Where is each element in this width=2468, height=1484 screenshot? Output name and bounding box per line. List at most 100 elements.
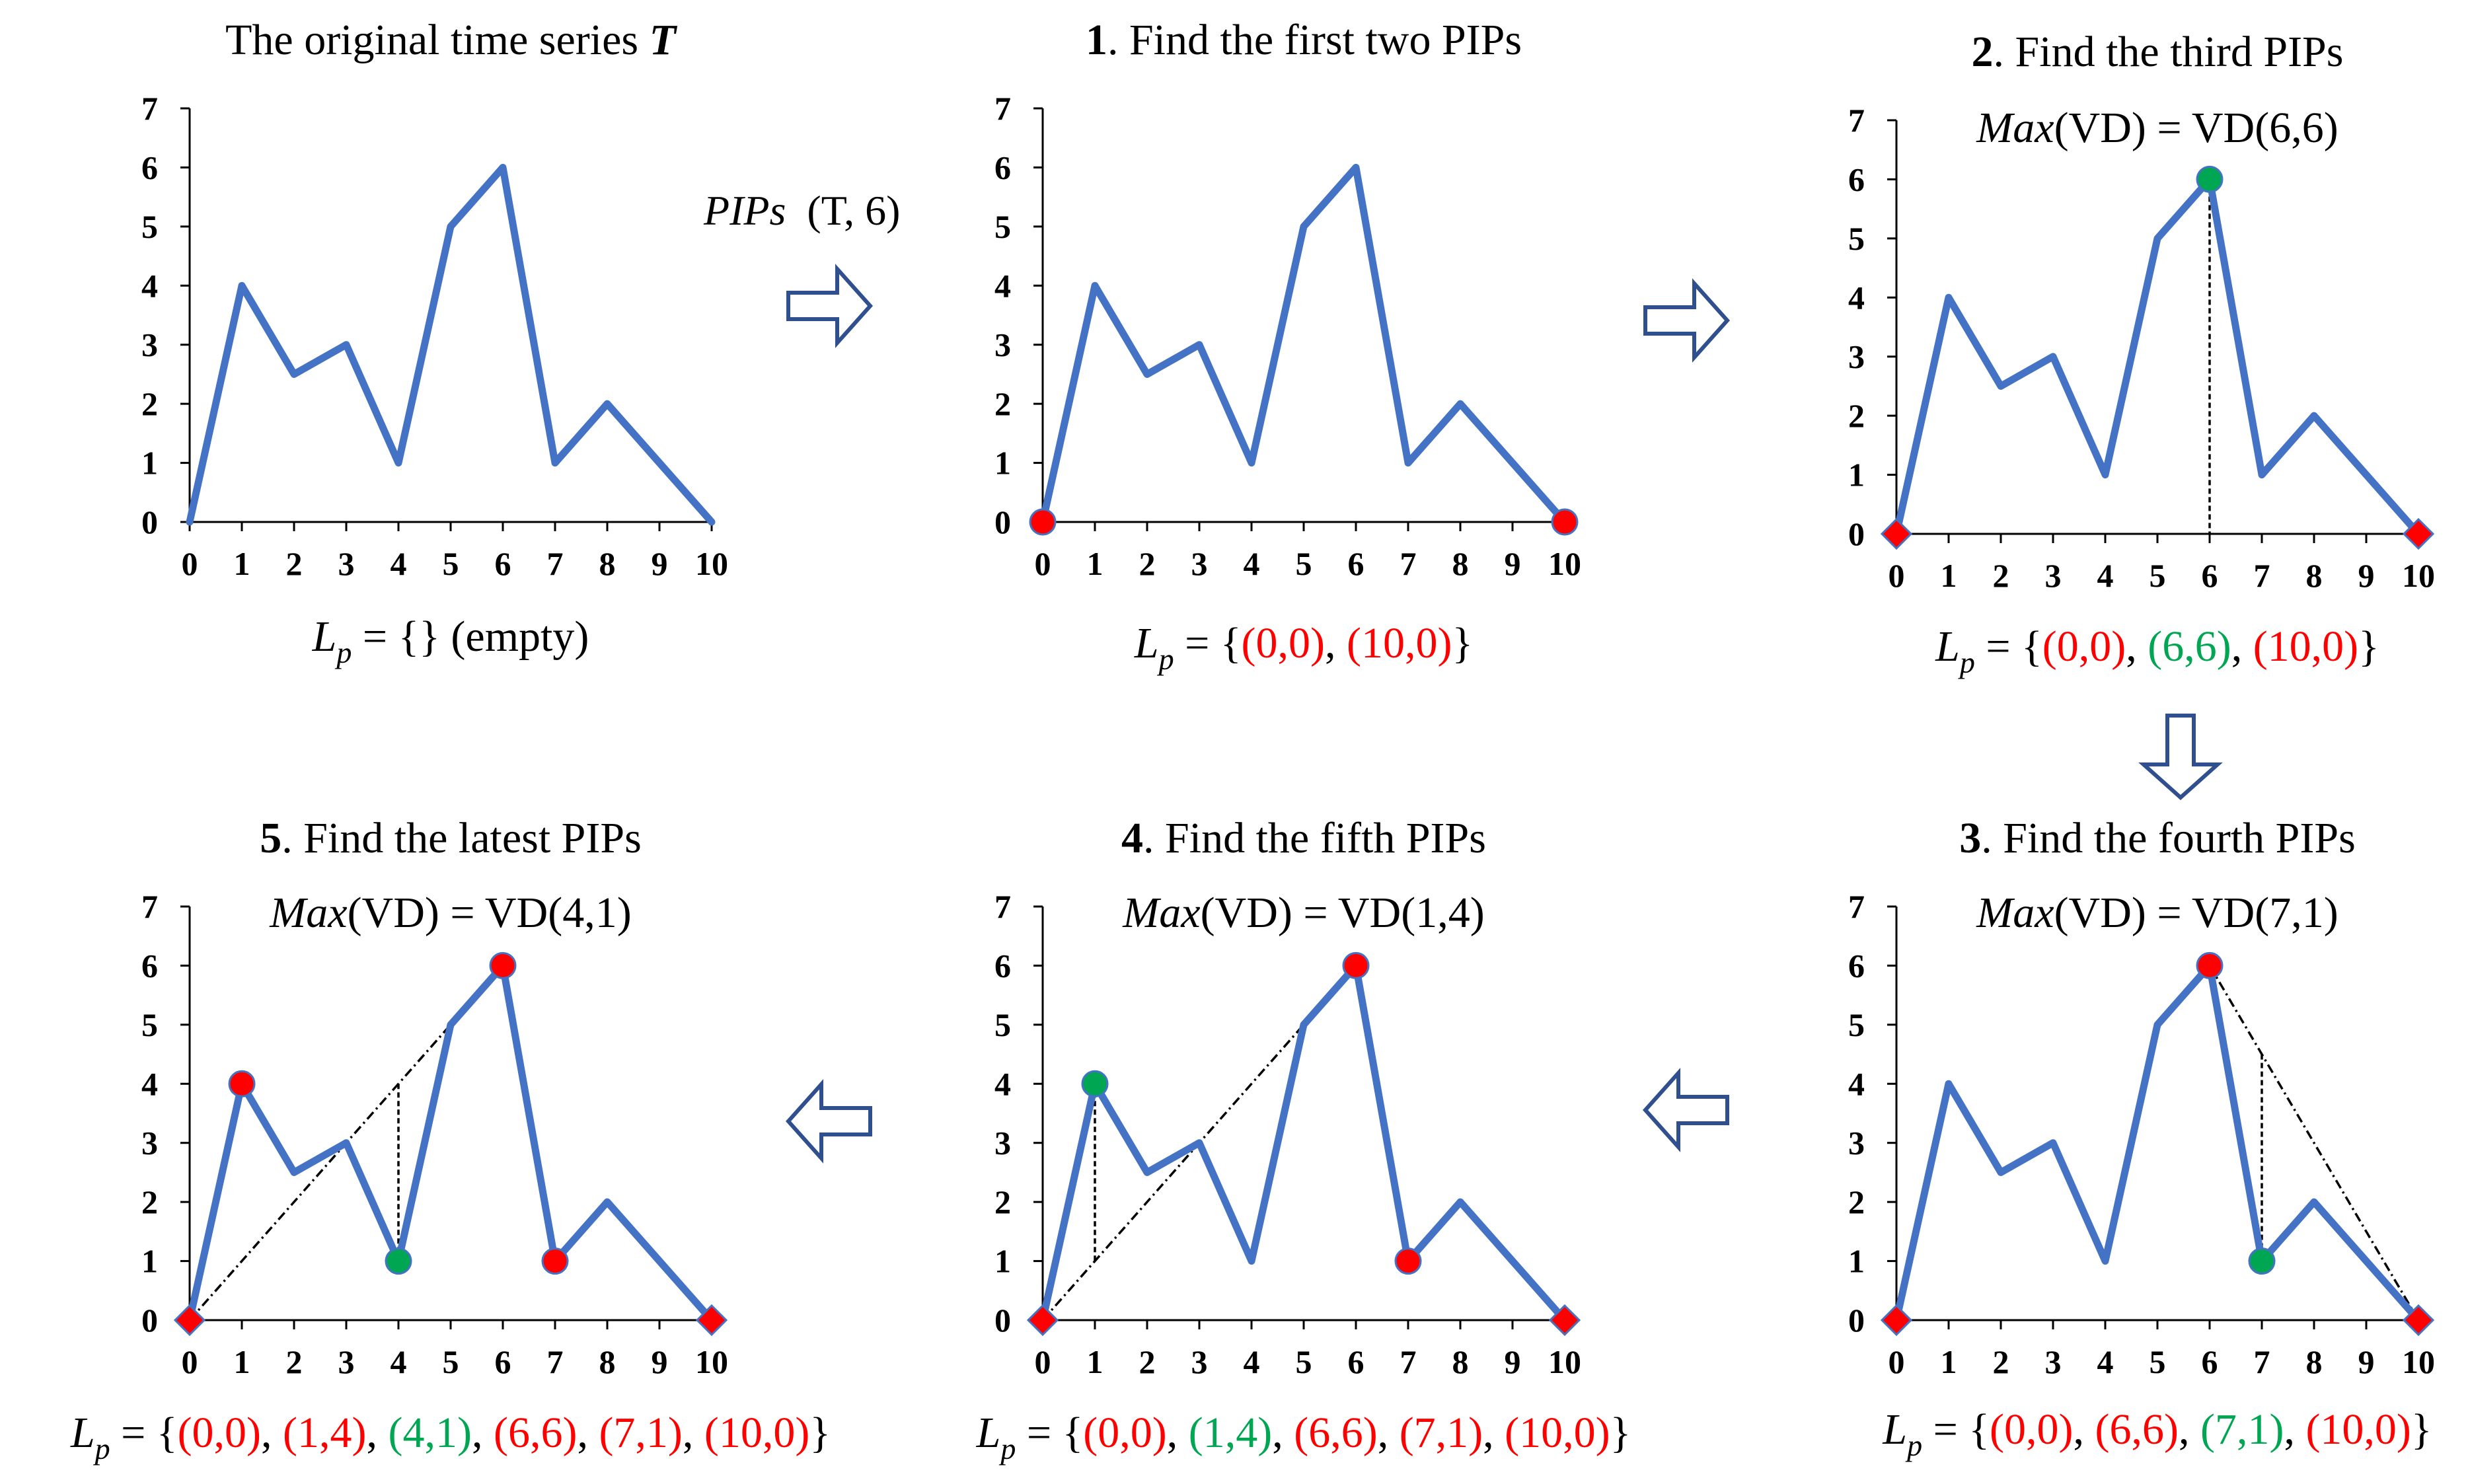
y-tick-label: 2	[141, 385, 158, 422]
reference-line	[2208, 965, 2420, 1321]
y-tick-label: 5	[141, 208, 158, 245]
title-text: . Find the first two PIPs	[1107, 16, 1522, 64]
x-tick-label: 0	[1035, 1343, 1051, 1380]
lp-punctuation: ,	[472, 1409, 494, 1457]
pip-marker-diamond	[2402, 1304, 2435, 1337]
chart-title: 4. Find the fifth PIPs	[1121, 814, 1486, 862]
x-tick-label: 3	[2045, 1343, 2062, 1380]
y-tick-label: 1	[1848, 457, 1865, 494]
x-tick-label: 3	[1191, 1343, 1208, 1380]
lp-punctuation: = {	[1016, 1409, 1083, 1457]
x-tick-label: 9	[652, 545, 668, 582]
pip-marker-circle	[1342, 951, 1370, 979]
x-tick-label: 2	[1139, 1343, 1156, 1380]
x-tick-label: 3	[338, 1343, 355, 1380]
pip-marker-circle	[541, 1247, 569, 1275]
x-tick-label: 10	[1548, 1343, 1581, 1380]
x-tick-label: 9	[1505, 1343, 1521, 1380]
pip-marker-diamond	[695, 1304, 728, 1337]
lp-point: (0,0)	[1990, 1405, 2073, 1454]
y-tick-label: 7	[994, 90, 1011, 127]
y-tick-label: 0	[994, 503, 1011, 540]
pip-marker-circle	[1081, 1070, 1109, 1097]
x-tick-label: 5	[1296, 545, 1312, 582]
lp-subscript: p	[998, 1432, 1016, 1465]
x-tick-label: 6	[1348, 545, 1365, 582]
lp-subscript: p	[1905, 1428, 1922, 1462]
x-tick-label: 2	[1993, 557, 2009, 594]
title-text: . Find the third PIPs	[1994, 28, 2344, 76]
lp-set-label: Lp = {} (empty)	[312, 612, 589, 669]
y-tick-label: 6	[994, 149, 1011, 186]
pip-marker-diamond	[173, 1304, 206, 1337]
y-tick-label: 3	[1848, 1125, 1865, 1162]
y-tick-label: 1	[994, 1243, 1011, 1280]
x-tick-label: 5	[443, 545, 459, 582]
x-tick-label: 8	[2306, 1343, 2323, 1380]
lp-punctuation: ,	[1483, 1409, 1505, 1457]
x-tick-label: 7	[547, 545, 564, 582]
pip-marker-circle	[1551, 508, 1579, 536]
lp-subscript: p	[334, 636, 352, 669]
lp-set-label: Lp = {(0,0), (6,6), (7,1), (10,0)}	[1882, 1405, 2432, 1462]
y-tick-label: 0	[994, 1302, 1011, 1339]
y-tick-label: 2	[994, 1183, 1011, 1220]
pip-marker-circle	[2248, 1247, 2276, 1275]
x-tick-label: 6	[2202, 557, 2218, 594]
y-tick-label: 4	[1848, 1065, 1865, 1102]
lp-point: (10,0)	[1505, 1409, 1610, 1457]
x-tick-label: 2	[1993, 1343, 2009, 1380]
x-tick-label: 6	[495, 545, 511, 582]
subtitle-max: Max	[1976, 889, 2054, 937]
lp-symbol: L	[1882, 1405, 1907, 1454]
time-series-line	[1039, 163, 1569, 526]
title-step-number: 3	[1959, 814, 1981, 862]
y-tick-label: 4	[994, 1065, 1011, 1102]
x-tick-label: 7	[2254, 557, 2270, 594]
y-tick-label: 7	[141, 90, 158, 127]
title-step-number: 5	[260, 814, 281, 862]
x-tick-label: 6	[495, 1343, 511, 1380]
x-tick-label: 10	[1548, 545, 1581, 582]
y-tick-label: 6	[994, 947, 1011, 984]
subtitle-value: (VD) = VD(4,1)	[348, 889, 632, 937]
x-tick-label: 4	[391, 545, 407, 582]
y-tick-label: 4	[141, 267, 158, 304]
title-series-symbol: T	[650, 16, 678, 64]
arrow-left-1-icon	[1642, 1068, 1729, 1152]
x-tick-label: 4	[391, 1343, 407, 1380]
y-tick-label: 1	[141, 445, 158, 482]
lp-punctuation: }	[1452, 619, 1473, 667]
lp-symbol: L	[1134, 619, 1159, 667]
x-tick-label: 0	[182, 1343, 198, 1380]
lp-point: (1,4)	[283, 1409, 366, 1457]
x-tick-label: 5	[2150, 1343, 2166, 1380]
title-step-number: 1	[1086, 16, 1107, 64]
y-tick-label: 2	[994, 385, 1011, 422]
title-step-number: 2	[1972, 28, 1994, 76]
x-tick-label: 1	[1087, 545, 1103, 582]
lp-point: (4,1)	[389, 1409, 472, 1457]
lp-symbol: L	[976, 1409, 1001, 1457]
x-tick-label: 3	[338, 545, 355, 582]
y-tick-label: 3	[141, 1125, 158, 1162]
y-tick-label: 0	[141, 1302, 158, 1339]
pips-function-name: PIPs	[703, 187, 786, 234]
title-text: . Find the fifth PIPs	[1143, 814, 1486, 862]
x-tick-label: 10	[695, 1343, 728, 1380]
lp-subscript: p	[1958, 646, 1975, 679]
x-tick-label: 1	[234, 545, 250, 582]
lp-punctuation: ,	[1272, 1409, 1294, 1457]
y-tick-label: 7	[141, 888, 158, 925]
x-tick-label: 2	[1139, 545, 1156, 582]
lp-symbol: L	[312, 612, 337, 661]
pip-marker-diamond	[2402, 517, 2435, 550]
time-series-line	[186, 961, 716, 1324]
x-tick-label: 7	[2254, 1343, 2270, 1380]
lp-punctuation: }	[1610, 1409, 1631, 1457]
pip-marker-circle	[2196, 951, 2224, 979]
x-tick-label: 0	[1888, 1343, 1905, 1380]
lp-punctuation: ,	[2179, 1405, 2200, 1454]
